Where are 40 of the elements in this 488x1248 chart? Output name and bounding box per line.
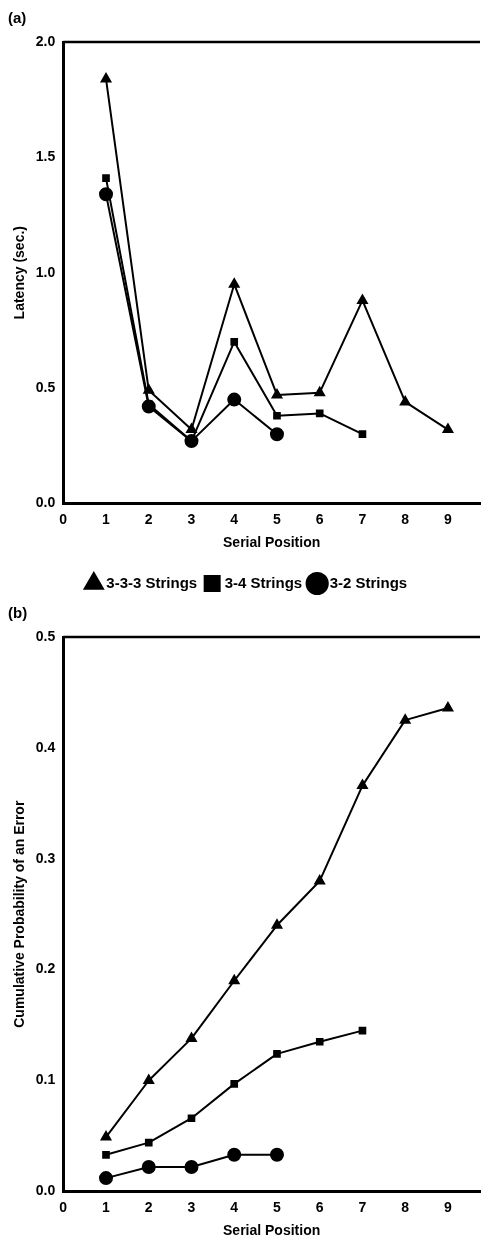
- y-axis-title: Cumulative Probability of an Error: [11, 800, 28, 1028]
- x-tick-label: 7: [358, 1198, 367, 1215]
- x-tick-label: 6: [315, 510, 324, 527]
- x-tick-label: 7: [358, 510, 367, 527]
- x-tick-label: 4: [230, 1198, 239, 1215]
- y-tick-label: 0.5: [35, 627, 56, 644]
- x-tick-label: 8: [401, 510, 410, 527]
- x-tick-label: 8: [401, 1198, 410, 1215]
- x-tick-label: 5: [273, 510, 282, 527]
- legend-label: 3-2 Strings: [329, 573, 408, 591]
- y-tick-label: 1.0: [35, 263, 56, 280]
- x-tick-label: 0: [59, 510, 68, 527]
- y-tick-label: 0.1: [35, 1071, 56, 1088]
- x-tick-label: 2: [144, 510, 153, 527]
- x-tick-label: 5: [273, 1198, 282, 1215]
- legend-label: 3-3-3 Strings: [106, 573, 198, 591]
- chart-title: (a): [8, 9, 27, 27]
- x-tick-label: 2: [144, 1198, 153, 1215]
- x-tick-label: 0: [59, 1198, 68, 1215]
- y-tick-label: 0.2: [35, 960, 56, 977]
- y-tick-label: 0.0: [35, 494, 56, 511]
- x-tick-label: 1: [102, 1198, 111, 1215]
- x-tick-label: 6: [315, 1198, 324, 1215]
- x-tick-label: 1: [102, 510, 111, 527]
- y-tick-label: 0.4: [35, 738, 56, 755]
- y-tick-label: 1.5: [35, 148, 56, 165]
- y-tick-label: 0.5: [35, 378, 56, 395]
- y-tick-label: 2.0: [35, 32, 56, 49]
- x-tick-label: 9: [444, 510, 453, 527]
- y-axis-title: Latency (sec.): [11, 226, 28, 320]
- x-tick-label: 4: [230, 510, 239, 527]
- x-tick-label: 3: [187, 510, 196, 527]
- y-tick-label: 0.0: [35, 1182, 56, 1199]
- legend-label: 3-4 Strings: [224, 573, 303, 591]
- x-axis-title: Serial Position: [223, 1222, 321, 1239]
- x-tick-label: 3: [187, 1198, 196, 1215]
- x-tick-label: 9: [444, 1198, 453, 1215]
- y-tick-label: 0.3: [35, 849, 56, 866]
- x-axis-title: Serial Position: [223, 534, 321, 551]
- chart-title: (b): [8, 604, 28, 622]
